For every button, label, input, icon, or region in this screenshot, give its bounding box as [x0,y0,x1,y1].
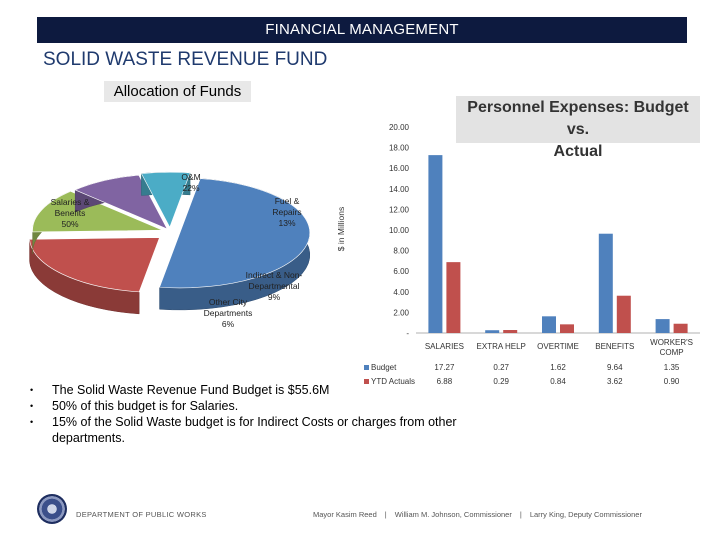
header-banner: FINANCIAL MANAGEMENT [37,17,687,43]
pie-slice-label: 13% [278,218,295,228]
bar-ytd-actuals [446,262,461,333]
bullet-dot: • [30,385,34,395]
y-tick-label: 8.00 [393,247,409,256]
pie-slice [140,171,191,228]
pie-slice-label: 22% [182,183,199,193]
data-table-value: 9.64 [607,363,623,372]
personnel-title-line2: Actual [553,143,603,160]
data-table-value: 1.35 [664,363,680,372]
x-category-label: BENEFITS [595,342,634,351]
personnel-title-line1: Personnel Expenses: Budget vs. [467,99,689,138]
pie-slice [32,191,163,233]
pie-slice-label: Indirect & Non- [246,270,303,280]
data-table-value: 0.27 [493,363,509,372]
pie-slice-label: Other City [209,297,248,307]
pie-slice-label: Fuel & [275,196,300,206]
y-tick-label: - [406,329,409,338]
data-table-value: 3.62 [607,377,623,386]
data-table-value: 0.90 [664,377,680,386]
footer-mayor: Mayor Kasim Reed [313,510,377,519]
data-table-value: 17.27 [434,363,455,372]
footer-separator: | [519,510,522,519]
bullet-text: The Solid Waste Revenue Fund Budget is $… [52,383,330,397]
legend-label: Budget [371,363,397,372]
bullet-dot: • [30,401,34,411]
city-seal-icon [37,494,67,524]
y-tick-label: 6.00 [393,267,409,276]
x-category-label: EXTRA HELP [477,342,526,351]
pie-slice-label: Departmental [248,281,299,291]
x-category-label: OVERTIME [537,342,579,351]
bar-ytd-actuals [503,330,518,333]
footer-separator: | [384,510,387,519]
y-axis-label: $ in Millions [336,207,346,251]
pie-slice [74,174,168,230]
department-label: DEPARTMENT OF PUBLIC WORKS [76,510,207,519]
y-tick-label: 2.00 [393,308,409,317]
bullet-text: 50% of this budget is for Salaries. [52,399,239,413]
section-title: SOLID WASTE REVENUE FUND [43,49,328,70]
bar-budget [485,330,500,333]
footer-credits: Mayor Kasim Reed | William M. Johnson, Com… [313,510,642,519]
bar-ytd-actuals [673,323,688,333]
y-tick-label: 20.00 [389,123,410,132]
pie-slice-label: 9% [268,292,281,302]
bullet-list: • The Solid Waste Revenue Fund Budget is … [30,382,490,446]
pie-slice-side [141,171,191,196]
pie-slice-label: Repairs [272,207,301,217]
bar-budget [598,233,613,333]
bullet-item: • The Solid Waste Revenue Fund Budget is … [30,382,490,398]
y-tick-label: 4.00 [393,288,409,297]
pie-slice-label: Departments [204,308,253,318]
x-category-label: SALARIES [425,342,464,351]
bar-ytd-actuals [560,324,574,333]
pie-slice-label: Salaries & [51,197,90,207]
personnel-chart-title: Personnel Expenses: Budget vs. Actual [456,96,700,160]
bar-budget [428,155,443,333]
x-category-label: WORKER'S [650,338,693,347]
pie-slice [159,178,310,289]
y-tick-label: 18.00 [389,144,410,153]
bullet-text-line2: departments. [52,431,125,445]
y-tick-label: 14.00 [389,185,410,194]
x-category-label: COMP [660,348,684,357]
bar-ytd-actuals [616,295,631,333]
bullet-item: • 50% of this budget is for Salaries. [30,398,490,414]
pie-slice-label: Benefits [55,208,86,218]
pie-slice-side [29,239,140,315]
footer-deputy: Larry King, Deputy Commissioner [529,510,642,519]
pie-slice-label: 50% [61,219,78,229]
bullet-dot: • [30,417,34,427]
data-table-value: 0.84 [550,377,566,386]
pie-slice-label: O&M [181,172,200,182]
footer-commissioner: William M. Johnson, Commissioner [394,510,512,519]
bullet-text-line1: 15% of the Solid Waste budget is for Ind… [52,415,457,429]
allocation-chart-title: Allocation of Funds [104,81,251,102]
pie-slice-side [159,178,310,311]
legend-swatch [364,365,369,370]
pie-slice-label: 6% [222,319,235,329]
data-table-value: 1.62 [550,363,566,372]
y-tick-label: 12.00 [389,205,410,214]
y-tick-label: 16.00 [389,164,410,173]
bar-budget [542,316,556,333]
pie-slice-side [32,190,71,254]
y-tick-label: 10.00 [389,226,410,235]
bar-budget [655,319,670,333]
bullet-text: 15% of the Solid Waste budget is for Ind… [52,414,457,446]
pie-slice-side [74,174,140,213]
pie-slice [29,237,160,293]
bullet-item: • 15% of the Solid Waste budget is for In… [30,414,490,446]
data-table-value: 0.29 [493,377,509,386]
